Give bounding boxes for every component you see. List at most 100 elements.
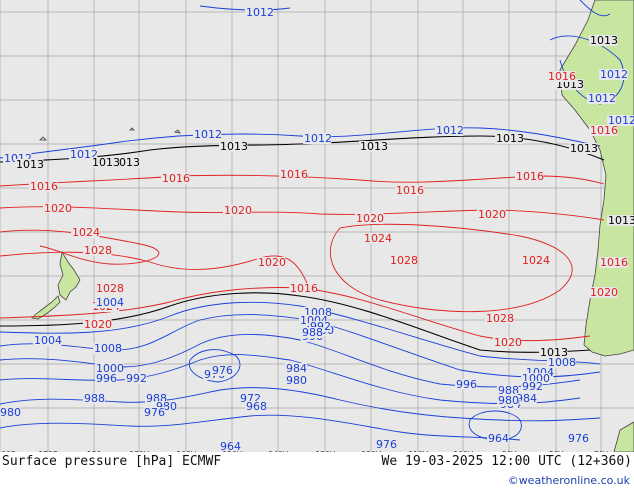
isobar-label-background: [285, 363, 307, 374]
new-zealand-south-island: [31, 295, 61, 320]
isobar-label-background: [363, 233, 392, 244]
isobar-label-background: [607, 115, 634, 126]
isobar-value-label: 1008: [94, 342, 122, 355]
isobar-value-label: 996: [456, 378, 477, 391]
isobar-value-label: 1016: [280, 168, 308, 181]
isobar-value-label: 1020: [494, 336, 522, 349]
isobar-label-background: [93, 343, 122, 354]
isobar-value-label: 1012: [246, 6, 274, 19]
isobar-label-background: [599, 257, 628, 268]
isobar-value-label: 980: [498, 394, 519, 407]
footer-bar: [0, 452, 634, 490]
isobar-value-label: 1020: [84, 318, 112, 331]
isobar-label-background: [289, 283, 318, 294]
map-title: Surface pressure [hPa] ECMWF: [2, 454, 222, 469]
isobar-line: [0, 206, 605, 221]
isobar-value-label: 1020: [478, 208, 506, 221]
isobar-label-background: [125, 373, 147, 384]
isobar-label-background: [587, 93, 616, 104]
isobar-value-label: 988: [498, 384, 519, 397]
isobar-value-label: 1016: [162, 172, 190, 185]
isobar-value-label: 1024: [522, 254, 550, 267]
isobar-label-background: [487, 433, 509, 444]
isobar-label-background: [83, 245, 112, 256]
isobar-value-label: 1013: [360, 140, 388, 153]
isobar-label-background: [599, 69, 628, 80]
isobar-label-background: [435, 125, 464, 136]
isobar-value-label: 1012: [436, 124, 464, 137]
isobar-label-background: [567, 433, 589, 444]
isobar-value-label: 1012: [588, 92, 616, 105]
isobar-label-background: [589, 125, 618, 136]
isobar-label-background: [309, 321, 331, 332]
isobar-label-background: [83, 319, 112, 330]
isobar-label-background: [193, 129, 222, 140]
isobar-label-background: [375, 439, 397, 450]
isobar-label-background: [497, 395, 519, 406]
isobar-label-background: [279, 169, 308, 180]
isobar-label-background: [145, 393, 167, 404]
isobar-value-label: 1020: [356, 212, 384, 225]
isobar-line: [0, 127, 601, 159]
isobar-value-label: 1013: [540, 346, 568, 359]
isobar-label-background: [521, 373, 550, 384]
isobar-line: [0, 301, 601, 365]
isobar-value-label: 1028: [96, 282, 124, 295]
isobar-value-label: 992: [126, 372, 147, 385]
isobar-label-background: [95, 373, 117, 384]
isobar-value-label: 988: [302, 326, 323, 339]
isobar-line: [468, 410, 522, 441]
isobar-label-background: [355, 213, 384, 224]
isobar-value-label: 1020: [258, 256, 286, 269]
isobar-value-label: 1016: [290, 282, 318, 295]
isobar-value-label: 1013: [92, 156, 120, 169]
isobar-label-background: [3, 153, 32, 164]
isobar-label-background: [389, 255, 418, 266]
isobar-label-background: [495, 133, 524, 144]
isobar-value-label: 1028: [84, 244, 112, 257]
isobar-value-label: 1016: [600, 256, 628, 269]
isobar-label-background: [285, 375, 307, 386]
isobar-label-background: [555, 79, 584, 90]
credit-link[interactable]: ©weatheronline.co.uk: [507, 474, 630, 487]
isobar-line: [579, 0, 611, 17]
isobar-label-background: [223, 205, 252, 216]
isobar-label-background: [33, 335, 62, 346]
isobar-label-background: [43, 203, 72, 214]
isobar-value-label: 984: [516, 392, 537, 405]
isobar-label-background: [71, 227, 100, 238]
isobar-label-background: [69, 149, 98, 160]
isobar-label-background: [515, 171, 544, 182]
isobar-label-background: [95, 297, 124, 308]
isobar-value-label: 984: [286, 362, 307, 375]
isobar-label-background: [515, 393, 537, 404]
isobar-label-background: [239, 393, 261, 404]
isobar-label-background: [161, 173, 190, 184]
isobar-label-background: [0, 407, 21, 418]
lat-lon-grid: [0, 0, 634, 452]
isobar-label-background: [111, 157, 140, 168]
isobar-label-background: [303, 307, 332, 318]
isobar-label-background: [521, 381, 543, 392]
isobar-value-label: 1016: [516, 170, 544, 183]
isobar-label-background: [589, 287, 618, 298]
antarctic-peninsula: [613, 421, 634, 453]
isobar-value-label: 1004: [34, 334, 62, 347]
isobar-label-background: [493, 337, 522, 348]
isobar-label-background: [525, 367, 554, 378]
isobar-value-label: 1013: [590, 34, 618, 47]
isobar-line: [0, 251, 311, 291]
isobar-value-label: 976: [568, 432, 589, 445]
isobar-label-background: [589, 35, 618, 46]
isobar-value-label: 1012: [608, 114, 634, 127]
isobar-value-label: 964: [220, 440, 241, 453]
isobar-value-label: 1016: [548, 70, 576, 83]
isobar-label-background: [359, 141, 388, 152]
isobar-label-background: [95, 363, 124, 374]
isobar-value-label: 1016: [30, 180, 58, 193]
isobar-label-background: [301, 327, 323, 338]
isobar-value-label: 1012: [600, 68, 628, 81]
isobar-line: [0, 414, 521, 441]
isobar-label-background: [539, 347, 568, 358]
